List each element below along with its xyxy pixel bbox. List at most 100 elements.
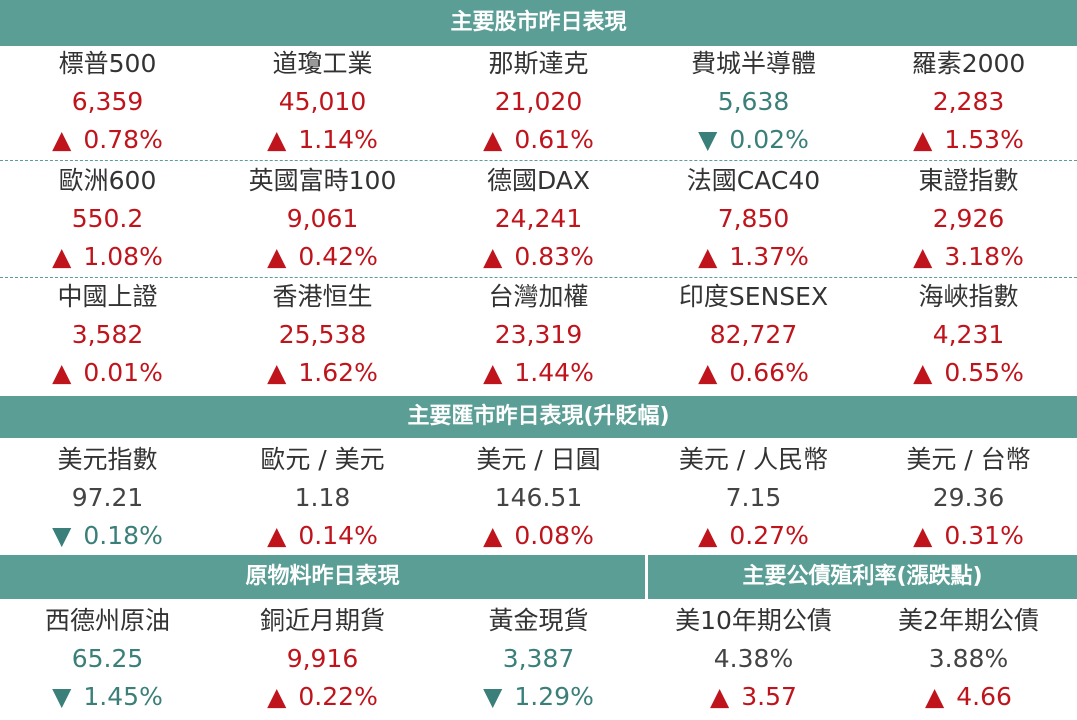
stocks-value: 3,582	[71, 320, 144, 349]
stocks-change-value: 0.42%	[298, 242, 378, 271]
fx-name: 美元 / 人民幣	[678, 445, 829, 474]
up-arrow-icon: ▲	[710, 682, 730, 711]
fx-quote: 美元 / 台幣 29.36 ▲ 0.31%	[861, 445, 1076, 559]
stocks-change-value: 1.62%	[298, 358, 378, 387]
stocks-change-value: 0.01%	[83, 358, 163, 387]
stocks-change-value: 1.37%	[729, 242, 809, 271]
stocks-quote: 德國DAX 24,241 ▲ 0.83%	[431, 166, 646, 280]
stocks-change: ▲ 3.18%	[861, 242, 1076, 280]
stocks-name: 德國DAX	[486, 166, 591, 195]
fx-name: 美元 / 日圓	[476, 445, 601, 474]
up-arrow-icon: ▲	[483, 521, 503, 550]
stocks-value: 24,241	[494, 204, 583, 233]
fx-change-value: 0.31%	[944, 521, 1024, 550]
bonds-section-header: 主要公債殖利率(漲跌點)	[648, 555, 1077, 599]
bonds-name: 美2年期公債	[898, 606, 1039, 635]
stocks-value: 2,283	[932, 87, 1005, 116]
down-arrow-icon: ▼	[52, 521, 72, 550]
stocks-change-value: 3.18%	[944, 242, 1024, 271]
stocks-change: ▲ 1.53%	[861, 125, 1076, 163]
stocks-change-value: 0.78%	[83, 125, 163, 154]
up-arrow-icon: ▲	[698, 358, 718, 387]
fx-name: 歐元 / 美元	[260, 445, 385, 474]
commodities-change-value: 1.45%	[83, 682, 163, 711]
fx-change-value: 0.27%	[729, 521, 809, 550]
bonds-value: 4.38%	[713, 644, 794, 673]
fx-section-header: 主要匯市昨日表現(升貶幅)	[0, 396, 1077, 438]
commodities-section-title: 原物料昨日表現	[245, 564, 400, 589]
fx-name: 美元指數	[57, 445, 158, 474]
stocks-change: ▲ 0.83%	[431, 242, 646, 280]
up-arrow-icon: ▲	[698, 242, 718, 271]
stocks-change-value: 1.44%	[514, 358, 594, 387]
stocks-value: 21,020	[494, 87, 583, 116]
stocks-change: ▲ 1.62%	[215, 358, 430, 396]
stocks-name: 中國上證	[57, 282, 158, 311]
bonds-quote: 美10年期公債 4.38% ▲ 3.57	[646, 606, 861, 720]
fx-change: ▼ 0.18%	[0, 521, 215, 559]
fx-change-value: 0.08%	[514, 521, 594, 550]
up-arrow-icon: ▲	[267, 521, 287, 550]
stocks-value: 4,231	[932, 320, 1005, 349]
stocks-quote: 東證指數 2,926 ▲ 3.18%	[861, 166, 1076, 280]
down-arrow-icon: ▼	[52, 682, 72, 711]
stocks-value: 6,359	[71, 87, 144, 116]
stocks-value: 5,638	[717, 87, 790, 116]
stocks-quote: 道瓊工業 45,010 ▲ 1.14%	[215, 49, 430, 163]
commodities-change: ▼ 1.45%	[0, 682, 215, 720]
stocks-change-value: 0.55%	[944, 358, 1024, 387]
bonds-value: 3.88%	[928, 644, 1009, 673]
commodities-value: 9,916	[286, 644, 359, 673]
fx-quote: 美元 / 日圓 146.51 ▲ 0.08%	[431, 445, 646, 559]
stocks-name: 東證指數	[918, 166, 1019, 195]
bonds-change-value: 3.57	[741, 682, 797, 711]
fx-value: 97.21	[71, 483, 144, 512]
fx-change: ▲ 0.27%	[646, 521, 861, 559]
commodities-quote: 銅近月期貨 9,916 ▲ 0.22%	[215, 606, 430, 720]
stocks-change: ▲ 0.66%	[646, 358, 861, 396]
stocks-name: 道瓊工業	[272, 49, 373, 78]
up-arrow-icon: ▲	[925, 682, 945, 711]
stocks-section-header: 主要股市昨日表現	[0, 0, 1077, 46]
bonds-change-value: 4.66	[956, 682, 1012, 711]
bonds-name: 美10年期公債	[675, 606, 832, 635]
stocks-change: ▲ 0.01%	[0, 358, 215, 396]
fx-change: ▲ 0.08%	[431, 521, 646, 559]
stocks-change-value: 0.61%	[514, 125, 594, 154]
commodities-change: ▼ 1.29%	[431, 682, 646, 720]
commodities-section-header: 原物料昨日表現	[0, 555, 645, 599]
stocks-quote: 那斯達克 21,020 ▲ 0.61%	[431, 49, 646, 163]
stocks-change: ▲ 1.44%	[431, 358, 646, 396]
commodities-name: 西德州原油	[44, 606, 170, 635]
commodities-change: ▲ 0.22%	[215, 682, 430, 720]
stocks-change-value: 0.83%	[514, 242, 594, 271]
stocks-quote: 台灣加權 23,319 ▲ 1.44%	[431, 282, 646, 396]
down-arrow-icon: ▼	[698, 125, 718, 154]
stocks-value: 23,319	[494, 320, 583, 349]
stocks-quote: 印度SENSEX 82,727 ▲ 0.66%	[646, 282, 861, 396]
stocks-change: ▲ 0.55%	[861, 358, 1076, 396]
stocks-value: 2,926	[932, 204, 1005, 233]
fx-value: 146.51	[494, 483, 583, 512]
stocks-value: 9,061	[286, 204, 359, 233]
up-arrow-icon: ▲	[913, 521, 933, 550]
fx-name: 美元 / 台幣	[906, 445, 1031, 474]
stocks-quote: 海峽指數 4,231 ▲ 0.55%	[861, 282, 1076, 396]
stocks-change: ▲ 0.42%	[215, 242, 430, 280]
stocks-change: ▲ 1.14%	[215, 125, 430, 163]
stocks-name: 歐洲600	[58, 166, 157, 195]
stocks-quote: 歐洲600 550.2 ▲ 1.08%	[0, 166, 215, 280]
stocks-name: 印度SENSEX	[678, 282, 829, 311]
stocks-change: ▼ 0.02%	[646, 125, 861, 163]
row-divider	[0, 277, 1077, 278]
fx-change: ▲ 0.14%	[215, 521, 430, 559]
fx-value: 7.15	[725, 483, 782, 512]
fx-value: 29.36	[932, 483, 1005, 512]
stocks-section-title: 主要股市昨日表現	[450, 10, 627, 35]
stocks-name: 羅素2000	[911, 49, 1026, 78]
stocks-name: 英國富時100	[248, 166, 397, 195]
fx-quote: 歐元 / 美元 1.18 ▲ 0.14%	[215, 445, 430, 559]
up-arrow-icon: ▲	[52, 358, 72, 387]
commodities-quote: 黃金現貨 3,387 ▼ 1.29%	[431, 606, 646, 720]
stocks-name: 海峽指數	[918, 282, 1019, 311]
